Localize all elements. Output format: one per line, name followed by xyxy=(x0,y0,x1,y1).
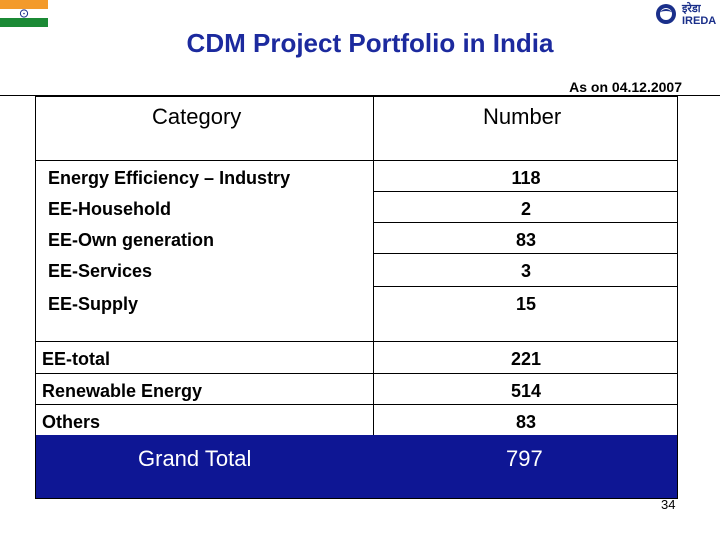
ireda-logo-icon xyxy=(656,4,676,24)
header-category: Category xyxy=(152,104,242,129)
grand-total-label: Grand Total xyxy=(138,446,252,471)
row-number: 514 xyxy=(510,381,542,401)
logo-hindi-text: इरेडा xyxy=(682,3,701,15)
row-category: Renewable Energy xyxy=(42,381,203,401)
row-number: 15 xyxy=(515,294,537,314)
row-category: EE-Supply xyxy=(48,294,139,314)
logo-text: IREDA xyxy=(682,15,717,27)
grand-total-row: Grand Total 797 xyxy=(36,435,677,498)
portfolio-table: Category Number Energy Efficiency – Indu… xyxy=(35,96,678,499)
row-category: EE-total xyxy=(42,349,111,369)
row-divider xyxy=(373,253,677,254)
page-title: CDM Project Portfolio in India xyxy=(186,28,554,58)
row-divider xyxy=(373,191,677,192)
page-number: 34 xyxy=(661,497,676,512)
row-category: EE-Own generation xyxy=(48,230,215,250)
row-number: 221 xyxy=(510,349,542,369)
header-number: Number xyxy=(483,104,562,129)
header-divider xyxy=(0,95,720,96)
row-category: Energy Efficiency – Industry xyxy=(48,168,291,188)
row-divider xyxy=(36,160,677,161)
row-number: 2 xyxy=(520,199,531,219)
row-category: EE-Services xyxy=(48,261,153,281)
row-number: 3 xyxy=(520,261,531,281)
row-number: 83 xyxy=(515,230,537,250)
row-divider xyxy=(373,222,677,223)
column-divider xyxy=(373,97,374,435)
row-divider xyxy=(36,341,677,342)
row-divider xyxy=(36,404,677,405)
as-on-date: As on 04.12.2007 xyxy=(569,79,682,95)
row-number: 83 xyxy=(515,412,537,432)
row-divider xyxy=(373,286,677,287)
row-category: EE-Household xyxy=(48,199,172,219)
row-divider xyxy=(36,373,677,374)
india-flag-icon xyxy=(0,0,48,27)
row-category: Others xyxy=(42,412,101,432)
grand-total-value: 797 xyxy=(506,446,543,471)
row-number: 118 xyxy=(511,168,541,188)
